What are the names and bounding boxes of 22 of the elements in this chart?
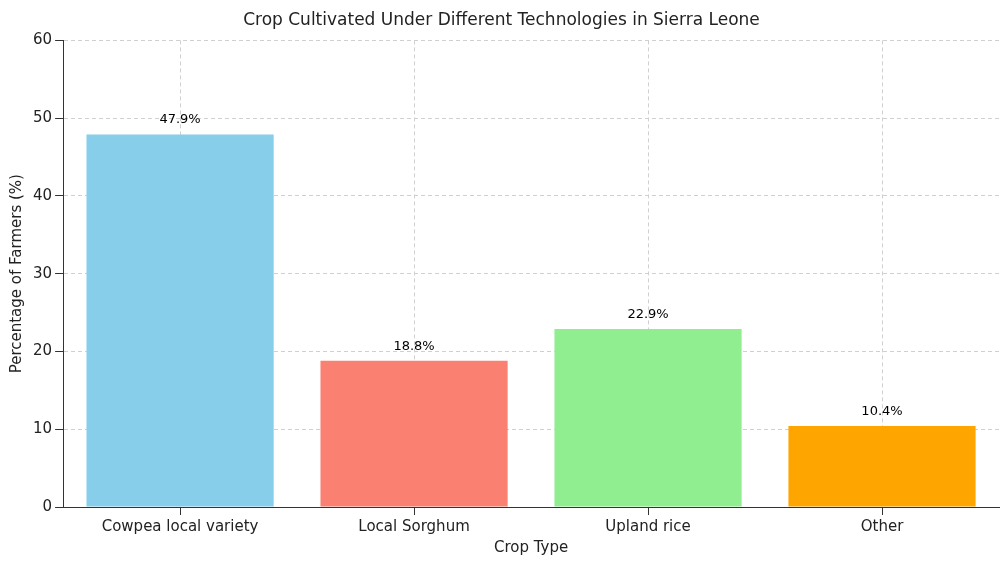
chart-title: Crop Cultivated Under Different Technologies in Sierra Leone bbox=[243, 8, 760, 29]
bar bbox=[554, 328, 742, 507]
bar bbox=[320, 360, 508, 507]
y-tick-label: 10 bbox=[32, 419, 53, 438]
y-tick-label: 40 bbox=[32, 185, 53, 204]
data-label: 10.4% bbox=[861, 403, 903, 418]
data-label: 22.9% bbox=[627, 305, 669, 321]
x-tick-label: Local Sorghum bbox=[358, 516, 470, 535]
x-tick-label: Other bbox=[860, 516, 905, 535]
x-tick-label: Cowpea local variety bbox=[101, 516, 259, 535]
data-label: 18.8% bbox=[393, 337, 435, 353]
y-tick-label: 50 bbox=[32, 108, 53, 127]
y-tick-label: 20 bbox=[32, 341, 53, 360]
x-tick-label: Upland rice bbox=[605, 516, 691, 535]
y-tick-label: 30 bbox=[32, 263, 53, 282]
y-tick-label: 0 bbox=[42, 496, 53, 515]
y-tick-label: 60 bbox=[32, 30, 53, 49]
y-axis-title: Percentage of Farmers (%) bbox=[6, 174, 25, 374]
x-axis-title: Crop Type bbox=[493, 537, 569, 556]
data-label: 47.9% bbox=[159, 111, 201, 127]
bar bbox=[788, 426, 976, 507]
bar bbox=[86, 134, 274, 507]
